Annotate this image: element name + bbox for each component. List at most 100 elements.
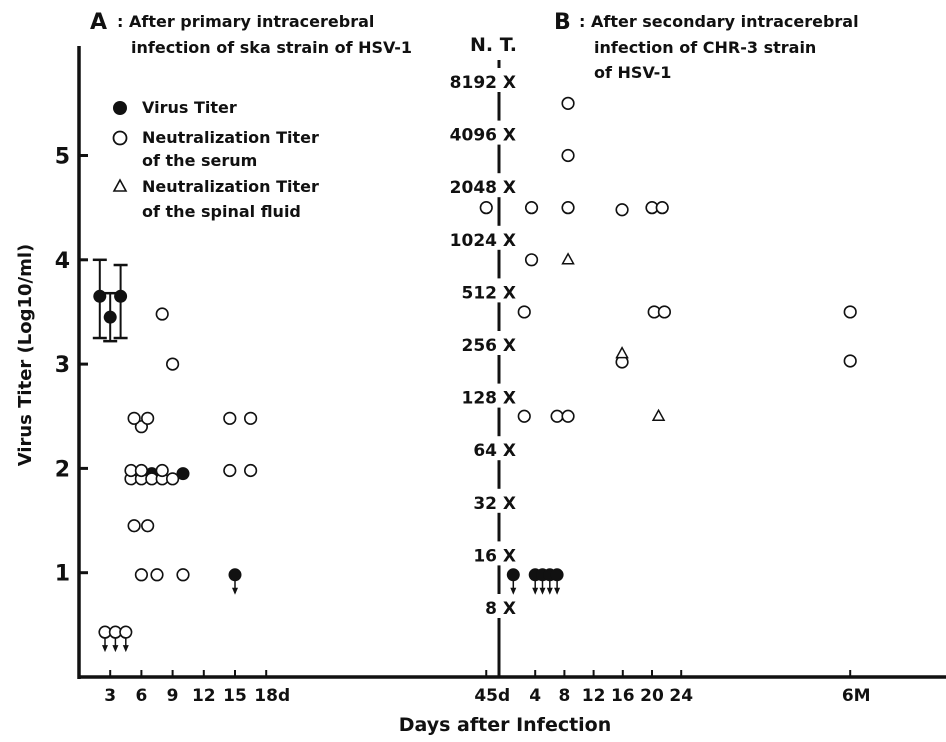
legend-label-serum-line1: Neutralization Titer	[142, 128, 319, 147]
point-a-0-5-virus-titer	[228, 568, 242, 582]
point-b-3-12-serum-nt	[655, 201, 669, 215]
nt-axis: 8192 X 4096 X 2048 X 1024 X 512 X 256 X 128 X 6…	[446, 68, 516, 619]
panel-b-title-line1: : After secondary intracerebral	[579, 12, 859, 31]
y-tick-label-4: 4	[55, 249, 70, 274]
point-a-1-3-serum-nt	[134, 568, 148, 582]
point-b-2-1-arrow-head	[532, 587, 539, 595]
point-a-0-4-virus-titer	[176, 467, 190, 481]
point-a-1-2-serum-nt	[119, 625, 133, 639]
point-a-1-17-serum-nt	[127, 411, 141, 425]
x-tick-label-a-6: 45d	[474, 686, 510, 706]
point-a-0-1-virus-titer	[103, 310, 117, 324]
legend-label-virus-titer: Virus Titer	[142, 98, 237, 117]
x-tick-label-b-3: 16	[611, 686, 635, 706]
point-b-3-15-serum-nt	[843, 305, 857, 319]
nt-label-10: 8 X	[485, 599, 516, 619]
point-b-3-5-serum-nt	[561, 409, 575, 423]
point-a-0-2-virus-titer	[114, 289, 128, 303]
point-b-3-0-serum-nt	[517, 409, 531, 423]
legend-marker-serum	[112, 130, 128, 146]
x-tick-label-b-1: 8	[558, 686, 570, 706]
y-tick-label-1: 1	[55, 562, 70, 587]
x-tick-label-b-6: 6M	[842, 686, 871, 706]
point-a-1-19-serum-nt	[166, 357, 180, 371]
nt-label-bg-0	[446, 68, 516, 92]
nt-label-7: 64 X	[473, 441, 516, 461]
point-b-3-3-serum-nt	[524, 253, 539, 267]
nt-label-5: 256 X	[461, 336, 516, 356]
y-tick-label-5: 5	[55, 145, 70, 170]
point-b-2-2-arrow-head	[539, 587, 546, 595]
point-a-1-21-serum-nt	[223, 463, 237, 478]
nt-label-2: 2048 X	[450, 178, 516, 198]
x-tick-label-b-2: 12	[582, 686, 606, 706]
x-tick-label-a-5: 18d	[254, 686, 290, 706]
panel-b-title-line3: of HSV-1	[594, 63, 671, 82]
panel-b-title-line2: infection of CHR-3 strain	[594, 38, 816, 57]
point-b-2-4-arrow-head	[554, 587, 561, 595]
panel-b-letter: B	[554, 10, 571, 35]
x-tick-label-a-3: 12	[192, 686, 216, 706]
nt-axis-title: N. T.	[470, 34, 517, 56]
point-a-1-14-serum-nt	[134, 463, 148, 478]
y-axis-label: Virus Titer (Log10/ml)	[15, 244, 36, 467]
point-b-4-0-spinal-nt	[561, 252, 575, 265]
panel-a-title-line1: : After primary intracerebral	[117, 12, 374, 31]
point-b-2-0-arrow-head	[510, 587, 517, 595]
point-a-1-5-serum-nt	[176, 568, 190, 582]
point-b-2-3-arrow-head	[546, 587, 553, 595]
point-b-2-0-virus-titer	[506, 568, 520, 582]
nt-label-bg-6	[446, 383, 516, 408]
point-a-1-7-serum-nt	[141, 519, 155, 533]
point-b-4-2-spinal-nt	[651, 408, 666, 421]
point-a-1-20-serum-nt	[155, 307, 169, 321]
nt-label-3: 1024 X	[450, 231, 516, 251]
nt-label-bg-2	[446, 173, 516, 198]
nt-label-bg-1	[446, 120, 516, 145]
panel-a-title-line2: infection of ska strain of HSV-1	[131, 38, 412, 57]
nt-label-6: 128 X	[461, 389, 516, 409]
point-a-1-6-serum-nt	[127, 519, 141, 533]
x-tick-label-b-4: 20	[640, 686, 664, 706]
nt-label-bg-4	[446, 278, 516, 303]
nt-label-bg-8	[446, 488, 516, 513]
nt-label-0: 8192 X	[450, 73, 516, 93]
x-axis-label: Days after Infection	[399, 714, 612, 736]
point-b-3-4-serum-nt	[550, 409, 564, 423]
y-tick-label-3: 3	[55, 353, 70, 378]
x-tick-label-a-0: 3	[104, 686, 116, 706]
x-ticks: 369121518d45d48121620246M8M	[104, 670, 871, 706]
panel-a-letter: A	[90, 10, 107, 35]
point-b-4-1-spinal-nt	[615, 346, 629, 359]
point-a-1-12-serum-nt	[166, 472, 180, 486]
point-a-0-5-arrow-head	[232, 587, 238, 595]
legend: Virus Titer Neutralization Titer of the …	[112, 98, 319, 221]
legend-marker-virus-titer	[113, 101, 127, 115]
nt-label-bg-9	[446, 541, 516, 566]
point-a-1-1-arrow-head	[112, 645, 119, 653]
point-a-1-4-serum-nt	[150, 568, 164, 582]
y-ticks: 1 2 3 4 5	[55, 145, 88, 587]
point-a-1-22-serum-nt	[244, 463, 258, 478]
point-b-3-8-serum-nt	[561, 96, 575, 110]
nt-label-bg-5	[446, 331, 516, 355]
nt-label-4: 512 X	[461, 283, 516, 303]
legend-label-serum-line2: of the serum	[142, 151, 257, 170]
legend-label-spinal-line1: Neutralization Titer	[142, 177, 319, 196]
point-b-3-1-serum-nt	[517, 305, 531, 319]
point-a-1-23-serum-nt	[223, 411, 237, 425]
point-a-1-15-serum-nt	[155, 463, 169, 478]
legend-marker-spinal-fluid	[112, 178, 128, 192]
nt-label-1: 4096 X	[450, 126, 516, 146]
nt-label-bg-7	[446, 436, 516, 461]
data-marks	[92, 96, 857, 653]
nt-label-8: 32 X	[473, 494, 516, 514]
point-b-3-9-serum-nt	[615, 203, 629, 217]
legend-label-spinal-line2: of the spinal fluid	[142, 202, 301, 221]
point-b-3-7-serum-nt	[561, 148, 575, 163]
point-a-1-2-arrow-head	[122, 645, 129, 653]
point-b-3-14-serum-nt	[657, 305, 672, 319]
point-b-2-4-virus-titer	[550, 568, 564, 582]
x-tick-label-b-0: 4	[529, 686, 541, 706]
